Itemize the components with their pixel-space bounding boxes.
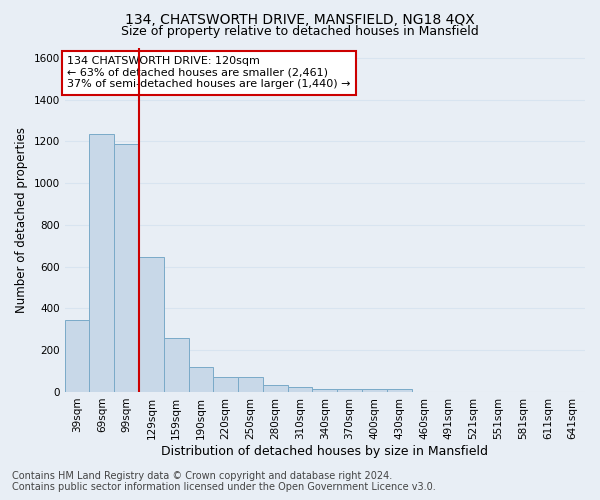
Text: 134, CHATSWORTH DRIVE, MANSFIELD, NG18 4QX: 134, CHATSWORTH DRIVE, MANSFIELD, NG18 4… [125, 12, 475, 26]
Bar [139, 258, 164, 392]
Bar [287, 388, 313, 392]
Y-axis label: Number of detached properties: Number of detached properties [15, 126, 28, 312]
Text: Size of property relative to detached houses in Mansfield: Size of property relative to detached ho… [121, 25, 479, 38]
Bar [337, 389, 362, 392]
Bar [114, 144, 139, 392]
Bar [263, 384, 287, 392]
Bar [238, 377, 263, 392]
Bar [89, 134, 114, 392]
Bar [387, 389, 412, 392]
Bar [164, 338, 188, 392]
Bar [188, 367, 214, 392]
Bar [362, 389, 387, 392]
Bar [313, 389, 337, 392]
Text: 134 CHATSWORTH DRIVE: 120sqm
← 63% of detached houses are smaller (2,461)
37% of: 134 CHATSWORTH DRIVE: 120sqm ← 63% of de… [67, 56, 351, 90]
X-axis label: Distribution of detached houses by size in Mansfield: Distribution of detached houses by size … [161, 444, 488, 458]
Bar [214, 377, 238, 392]
Text: Contains HM Land Registry data © Crown copyright and database right 2024.
Contai: Contains HM Land Registry data © Crown c… [12, 471, 436, 492]
Bar [65, 320, 89, 392]
